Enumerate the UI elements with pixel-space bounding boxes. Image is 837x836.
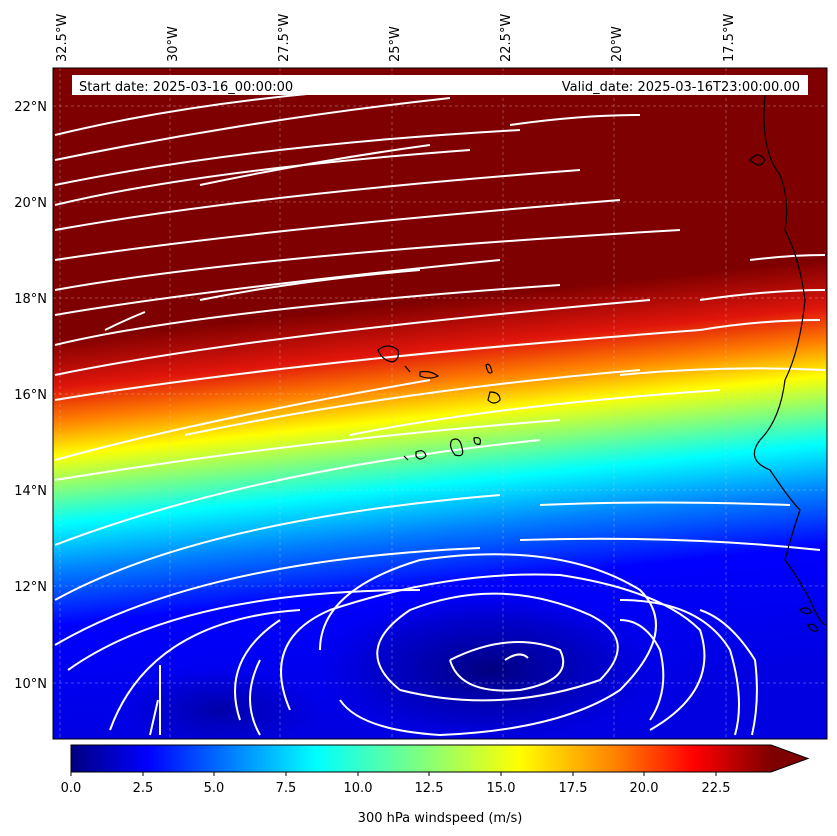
- lon-label-32-5w: 32.5°W: [55, 14, 70, 62]
- header-box: [72, 75, 808, 95]
- colorbar-outline: [70, 744, 810, 773]
- lat-label-16n: 16°N: [14, 388, 47, 403]
- cb-tick-3: 7.5: [276, 781, 297, 796]
- cb-tick-8: 20.0: [630, 781, 659, 796]
- valid-date: Valid_date: 2025-03-16T23:00:00.00: [562, 80, 800, 95]
- colorbar-body: [71, 745, 771, 772]
- windspeed-field: [53, 68, 827, 739]
- lat-label-14n: 14°N: [14, 484, 47, 499]
- colorbar-label: 300 hPa windspeed (m/s): [358, 811, 523, 826]
- streamlines: [54, 87, 826, 737]
- lat-label-12n: 12°N: [14, 580, 47, 595]
- lon-label-27-5w: 27.5°W: [277, 14, 292, 62]
- lat-label-18n: 18°N: [14, 292, 47, 307]
- cb-tick-0: 0.0: [61, 781, 82, 796]
- lon-label-25w: 25°W: [388, 26, 403, 62]
- lat-label-10n: 10°N: [14, 677, 47, 692]
- cb-tick-1: 2.5: [133, 781, 154, 796]
- cb-tick-9: 22.5: [702, 781, 731, 796]
- lon-label-17-5w: 17.5°W: [722, 14, 737, 62]
- map-frame: [52, 67, 828, 740]
- start-date: Start date: 2025-03-16_00:00:00: [79, 80, 293, 95]
- cb-tick-5: 12.5: [415, 781, 444, 796]
- cb-tick-7: 17.5: [559, 781, 588, 796]
- cb-tick-6: 15.0: [487, 781, 516, 796]
- colorbar: 0.0 2.5 5.0 7.5 10.0 12.5 15.0 17.5 20.0…: [61, 744, 810, 826]
- cb-tick-4: 10.0: [344, 781, 373, 796]
- cb-tick-2: 5.0: [204, 781, 225, 796]
- longitude-labels: 32.5°W 30°W 27.5°W 25°W 22.5°W 20°W 17.5…: [55, 14, 737, 62]
- lon-label-22-5w: 22.5°W: [499, 14, 514, 62]
- colorbar-extend-arrow: [771, 745, 808, 772]
- graticule: [53, 68, 827, 739]
- lat-label-22n: 22°N: [14, 100, 47, 115]
- lon-label-20w: 20°W: [610, 26, 625, 62]
- latitude-labels: 22°N 20°N 18°N 16°N 14°N 12°N 10°N: [14, 100, 47, 692]
- lon-label-30w: 30°W: [166, 26, 181, 62]
- lat-label-20n: 20°N: [14, 196, 47, 211]
- coastline: [377, 94, 826, 632]
